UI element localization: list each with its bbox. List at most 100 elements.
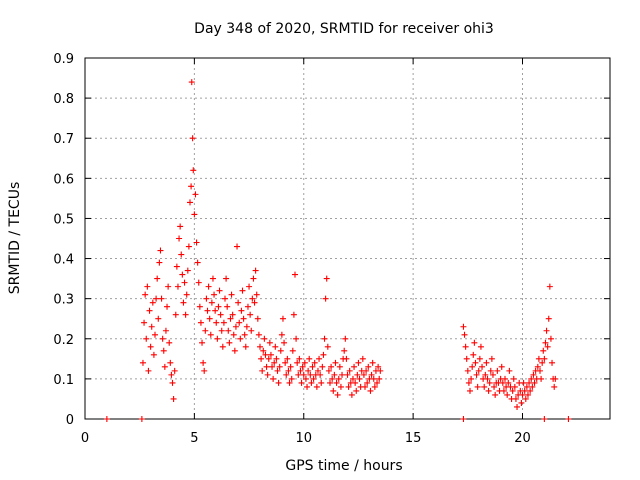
x-tick-label: 20 <box>514 431 531 446</box>
data-point <box>374 379 381 386</box>
data-point <box>156 259 163 266</box>
data-point <box>323 275 330 282</box>
data-point <box>201 367 208 374</box>
data-point <box>534 363 541 370</box>
data-point <box>281 339 288 346</box>
data-point <box>547 335 554 342</box>
data-point <box>482 371 489 378</box>
y-tick-label: 0.3 <box>53 293 74 308</box>
data-point <box>549 359 556 366</box>
data-point <box>339 371 346 378</box>
data-point <box>494 367 501 374</box>
data-point <box>139 359 146 366</box>
data-point <box>537 367 543 374</box>
data-point <box>321 335 328 342</box>
data-point <box>261 335 268 342</box>
data-point <box>199 339 206 346</box>
data-point <box>278 331 285 338</box>
data-point <box>235 299 242 306</box>
data-point <box>475 367 482 374</box>
data-point <box>364 379 371 386</box>
data-point <box>336 363 343 370</box>
data-point <box>160 347 167 354</box>
data-point <box>159 335 166 342</box>
data-point <box>527 387 534 394</box>
data-point <box>146 307 153 314</box>
data-point <box>541 355 548 362</box>
data-point <box>212 307 219 314</box>
data-point <box>356 375 363 382</box>
data-point <box>253 291 260 298</box>
data-point <box>552 375 559 382</box>
data-point <box>368 371 375 378</box>
data-point <box>236 319 243 326</box>
data-point <box>317 371 324 378</box>
data-point <box>329 375 336 382</box>
data-point <box>543 327 550 334</box>
data-point <box>504 391 511 398</box>
data-point <box>251 299 258 306</box>
data-point <box>362 383 368 390</box>
data-point <box>489 371 496 378</box>
data-point <box>499 379 506 386</box>
data-point <box>257 343 263 350</box>
data-point <box>301 359 308 366</box>
data-point <box>325 367 332 374</box>
data-point <box>213 319 220 326</box>
data-point <box>162 327 169 334</box>
data-point <box>231 347 238 354</box>
data-point <box>274 367 281 374</box>
data-point <box>353 387 360 394</box>
data-point <box>223 275 230 282</box>
data-point <box>343 355 350 362</box>
data-point <box>255 331 262 338</box>
data-point <box>551 383 558 390</box>
data-point <box>512 395 519 402</box>
y-axis-label: SRMTID / TECUs <box>7 182 23 295</box>
data-series <box>103 79 572 422</box>
data-point <box>170 395 177 402</box>
data-point <box>541 416 548 422</box>
data-point <box>542 339 549 346</box>
data-point <box>292 271 298 278</box>
data-point <box>313 383 320 390</box>
data-point <box>473 371 480 378</box>
data-point <box>565 416 572 422</box>
y-tick-label: 0.7 <box>53 132 74 147</box>
data-point <box>103 416 110 422</box>
data-point <box>518 399 525 406</box>
data-point <box>460 323 467 330</box>
data-point <box>138 416 145 422</box>
data-point <box>370 375 377 382</box>
y-tick-label: 0.2 <box>53 333 74 348</box>
data-point <box>252 267 259 274</box>
data-point <box>220 319 227 326</box>
data-point <box>248 327 255 334</box>
data-point <box>463 355 470 362</box>
data-point <box>229 311 236 318</box>
data-point <box>511 383 518 390</box>
data-point <box>200 359 207 366</box>
data-point <box>149 299 156 306</box>
data-point <box>318 379 325 386</box>
data-point <box>293 335 300 342</box>
tick-labels: 0 0.1 0.2 0.3 0.4 0.5 0.6 0.7 0.8 0.9 0 5 10 15 20 <box>53 52 530 446</box>
data-point <box>141 319 148 326</box>
data-point <box>299 363 306 370</box>
data-point <box>294 359 301 366</box>
data-point <box>182 311 189 318</box>
data-point <box>320 351 327 358</box>
data-point <box>211 291 218 298</box>
data-point <box>189 135 196 142</box>
data-point <box>319 363 326 370</box>
data-point <box>272 343 279 350</box>
data-point <box>470 351 477 358</box>
data-point <box>191 211 198 218</box>
y-tick-label: 0.4 <box>53 253 74 268</box>
data-point <box>214 335 221 342</box>
data-point <box>177 223 184 230</box>
data-point <box>307 371 314 378</box>
y-tick-label: 0.8 <box>53 92 74 107</box>
data-point <box>288 375 295 382</box>
data-point <box>509 387 516 394</box>
